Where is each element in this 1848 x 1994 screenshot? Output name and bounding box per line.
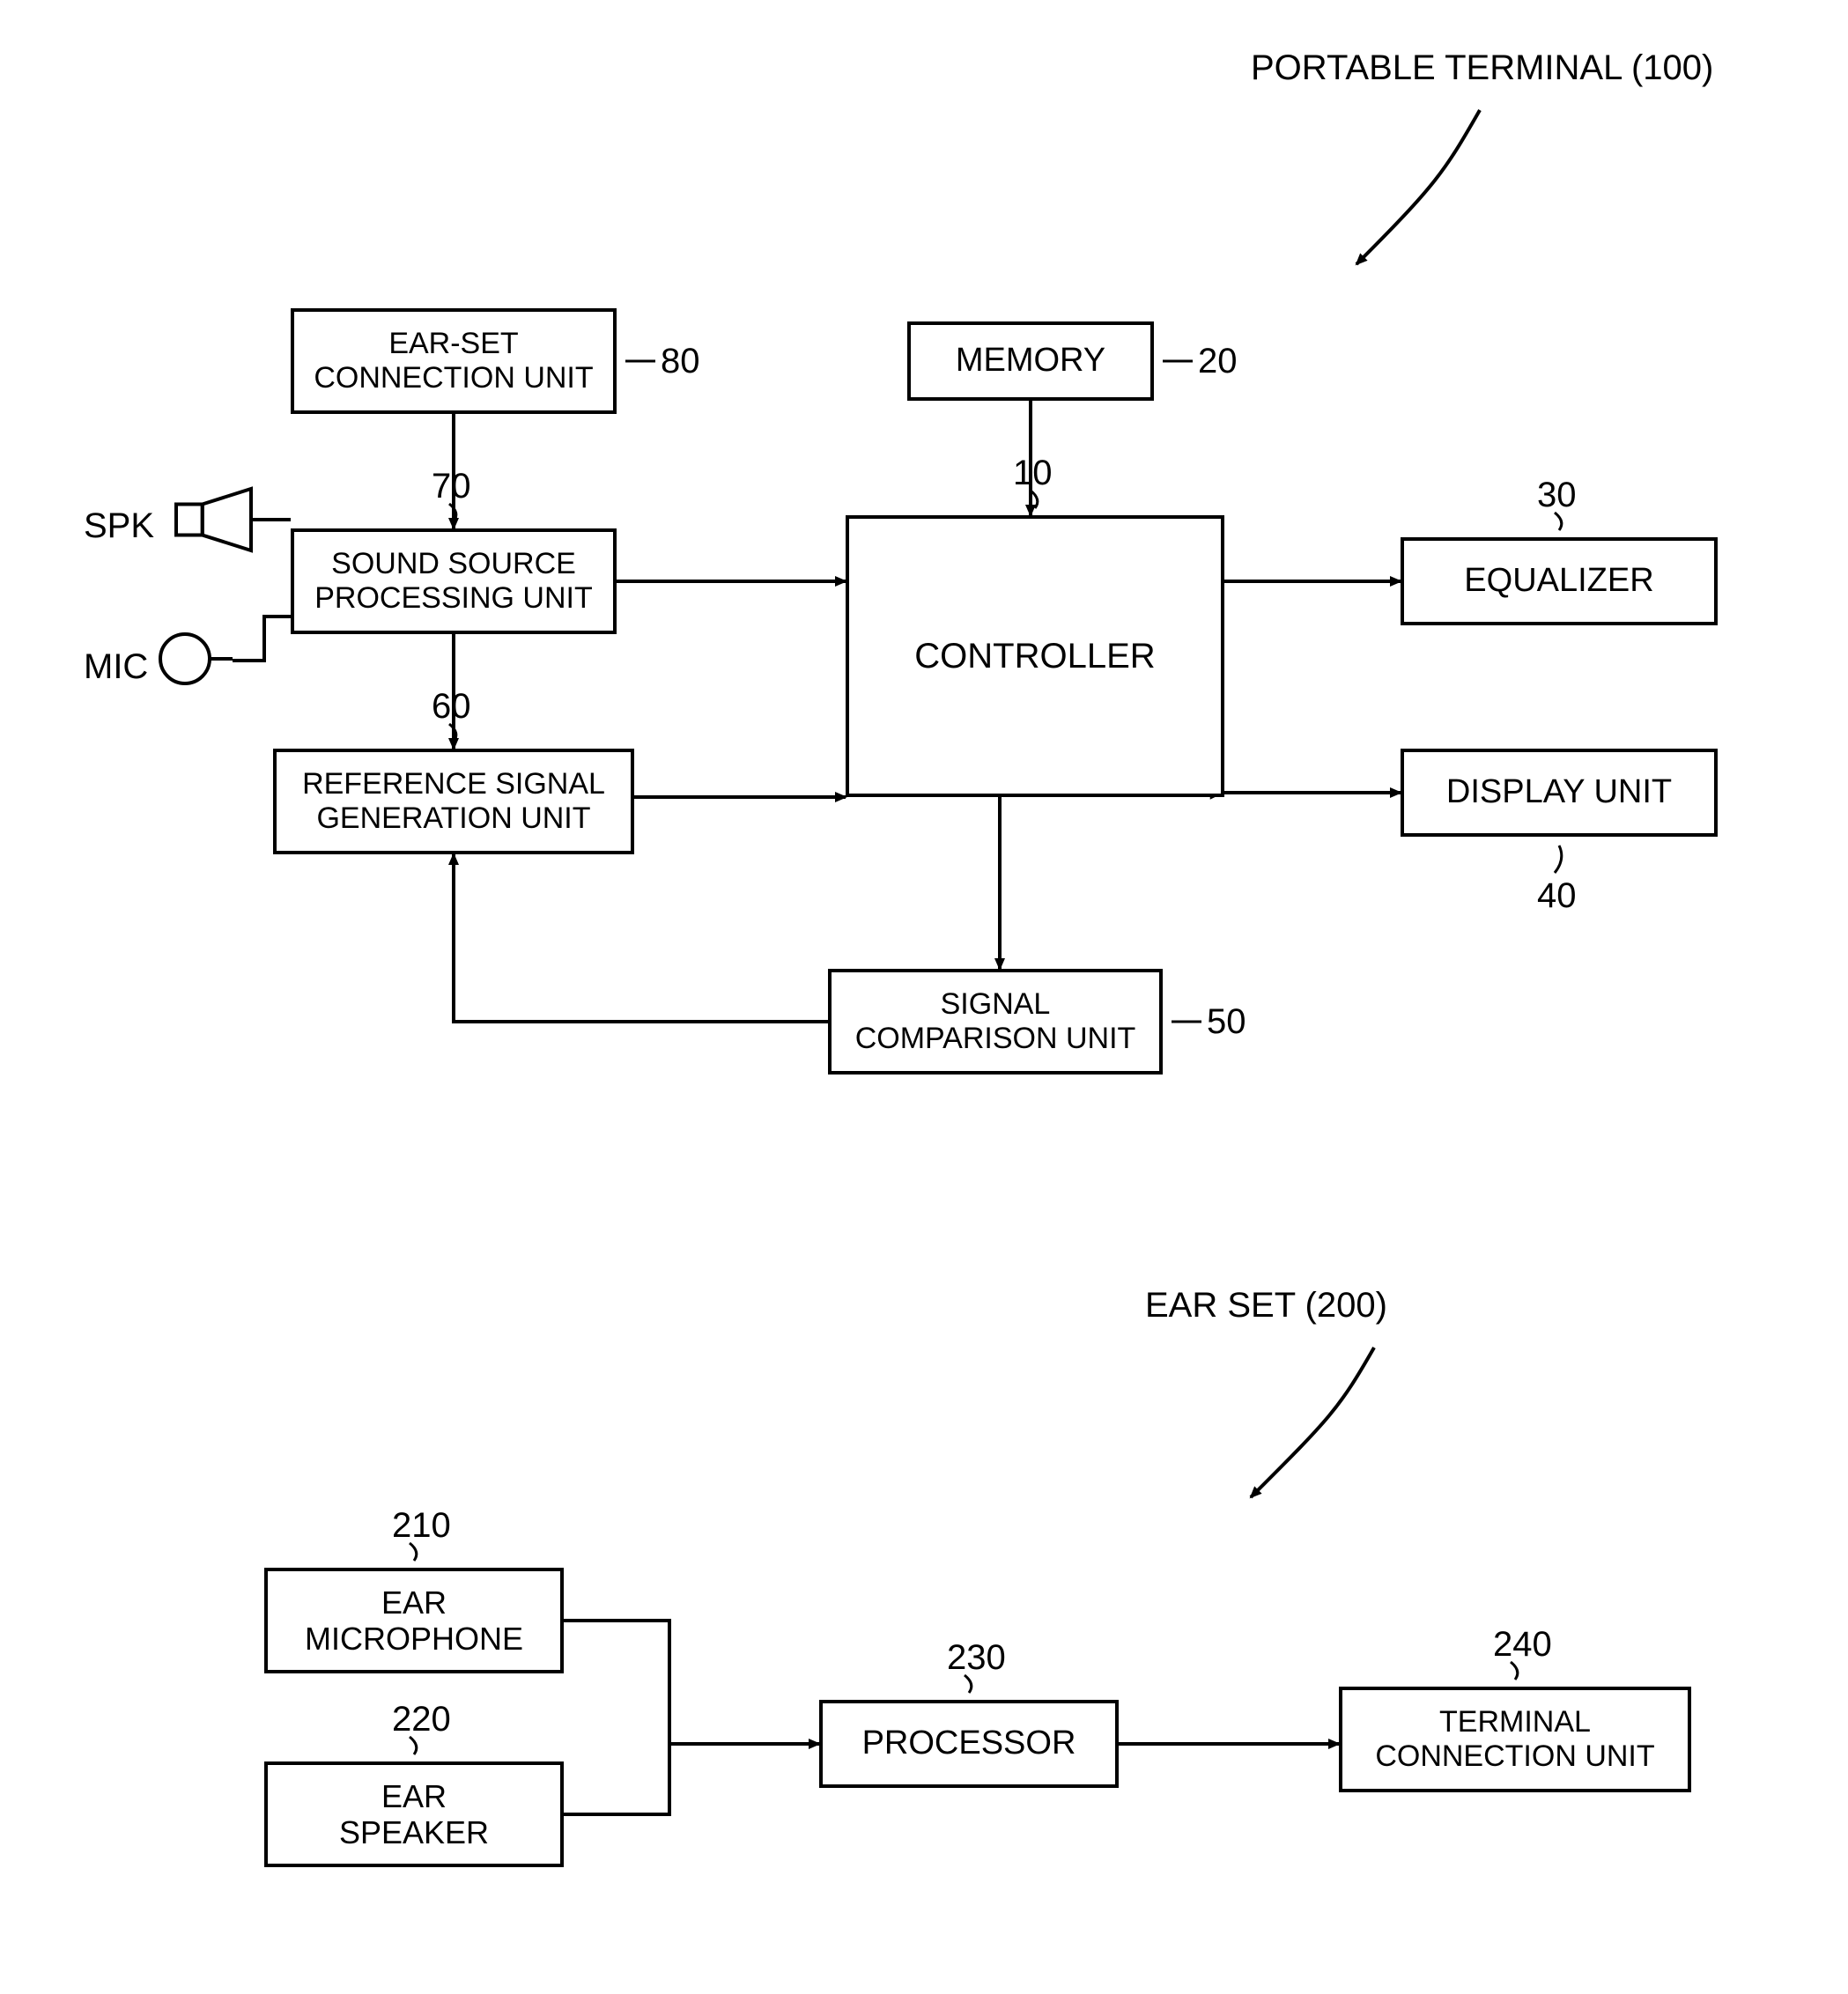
- ref_sig-block: REFERENCE SIGNALGENERATION UNIT: [273, 749, 634, 854]
- display-block: DISPLAY UNIT: [1401, 749, 1718, 837]
- earset_conn-block: EAR-SETCONNECTION UNIT: [291, 308, 617, 414]
- sig_comp-block: SIGNALCOMPARISON UNIT: [828, 969, 1163, 1075]
- edge: [564, 1744, 669, 1814]
- ear_spk-num: 220: [392, 1700, 451, 1739]
- processor-num: 230: [947, 1638, 1006, 1678]
- display-num: 40: [1537, 876, 1577, 916]
- display-label: DISPLAY UNIT: [1446, 773, 1672, 812]
- sig_comp-label: SIGNALCOMPARISON UNIT: [855, 987, 1136, 1056]
- memory-num: 20: [1198, 342, 1238, 381]
- equalizer-num: 30: [1537, 476, 1577, 515]
- mic-label: MIC: [84, 647, 148, 687]
- sound_src-num: 70: [432, 467, 471, 506]
- sig_comp-num: 50: [1207, 1002, 1246, 1042]
- terminal-title: PORTABLE TERMINAL (100): [1251, 48, 1713, 88]
- controller-label: CONTROLLER: [914, 636, 1155, 676]
- equalizer-label: EQUALIZER: [1464, 562, 1653, 601]
- edge: [564, 1621, 669, 1744]
- earset-title: EAR SET (200): [1145, 1286, 1387, 1326]
- sound_src-block: SOUND SOURCEPROCESSING UNIT: [291, 528, 617, 634]
- spk-label: SPK: [84, 506, 154, 546]
- ref_sig-num: 60: [432, 687, 471, 727]
- memory-block: MEMORY: [907, 321, 1154, 401]
- processor-label: PROCESSOR: [862, 1724, 1076, 1763]
- edge: [233, 617, 291, 661]
- controller-num: 10: [1013, 454, 1053, 493]
- controller-block: CONTROLLER: [846, 515, 1224, 797]
- ear_spk-block: EARSPEAKER: [264, 1761, 564, 1867]
- processor-block: PROCESSOR: [819, 1700, 1119, 1788]
- ear_mic-label: EARMICROPHONE: [305, 1584, 523, 1658]
- ref_sig-label: REFERENCE SIGNALGENERATION UNIT: [302, 767, 605, 836]
- speaker-icon: [176, 489, 251, 550]
- term_conn-num: 240: [1493, 1625, 1552, 1665]
- memory-label: MEMORY: [956, 342, 1105, 380]
- term_conn-block: TERMINALCONNECTION UNIT: [1339, 1687, 1691, 1792]
- edge: [454, 854, 828, 1022]
- ear_spk-label: EARSPEAKER: [339, 1778, 489, 1851]
- equalizer-block: EQUALIZER: [1401, 537, 1718, 625]
- mic-icon: [160, 634, 210, 683]
- earset_conn-num: 80: [661, 342, 700, 381]
- ear_mic-block: EARMICROPHONE: [264, 1568, 564, 1673]
- term_conn-label: TERMINALCONNECTION UNIT: [1375, 1705, 1654, 1774]
- sound_src-label: SOUND SOURCEPROCESSING UNIT: [314, 547, 592, 616]
- earset_conn-label: EAR-SETCONNECTION UNIT: [314, 327, 593, 395]
- ear_mic-num: 210: [392, 1506, 451, 1546]
